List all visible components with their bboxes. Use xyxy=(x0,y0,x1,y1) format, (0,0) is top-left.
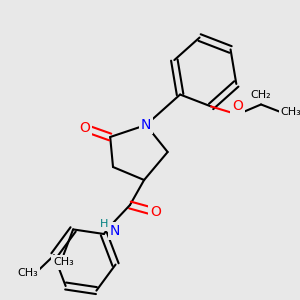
Text: CH₂: CH₂ xyxy=(251,91,271,100)
Text: O: O xyxy=(79,121,90,135)
Text: CH₃: CH₃ xyxy=(53,257,74,267)
Text: N: N xyxy=(141,118,151,132)
Text: CH₃: CH₃ xyxy=(281,107,300,118)
Text: O: O xyxy=(150,205,161,219)
Text: H: H xyxy=(100,219,109,229)
Text: N: N xyxy=(110,224,120,238)
Text: O: O xyxy=(232,100,243,113)
Text: CH₃: CH₃ xyxy=(17,268,38,278)
